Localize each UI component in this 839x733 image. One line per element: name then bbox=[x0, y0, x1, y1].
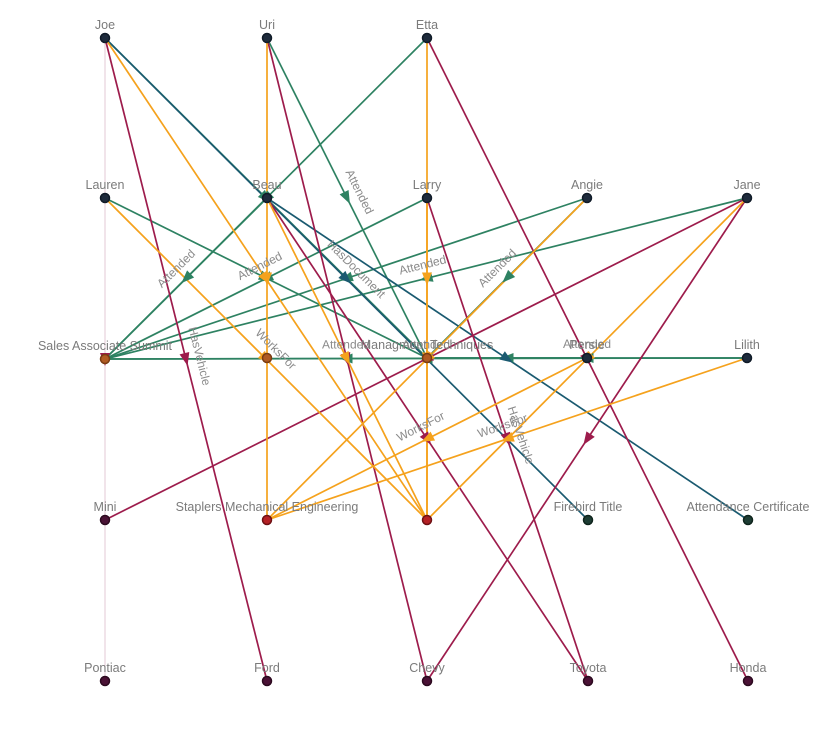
node-label-etta: Etta bbox=[416, 18, 438, 32]
edge-arrow-angie-mt bbox=[502, 269, 516, 283]
edge-arrow-beau-company_x bbox=[339, 350, 350, 365]
node-label-lauren: Lauren bbox=[86, 178, 125, 192]
edge-arrow-beau-att_cert bbox=[499, 351, 513, 363]
node-label-att_cert: Attendance Certificate bbox=[687, 500, 810, 514]
node-label-staplers: Staplers Mechanical Engineering bbox=[176, 500, 359, 514]
node-meeting_x[interactable] bbox=[261, 352, 273, 364]
node-staplers[interactable] bbox=[261, 514, 273, 526]
node-label-chevy: Chevy bbox=[409, 661, 445, 675]
node-etta[interactable] bbox=[421, 32, 433, 44]
node-label-ford: Ford bbox=[254, 661, 280, 675]
edge-arrow-uri-mt bbox=[339, 189, 350, 204]
node-lauren[interactable] bbox=[99, 192, 111, 204]
node-chevy[interactable] bbox=[421, 675, 433, 687]
node-angie[interactable] bbox=[581, 192, 593, 204]
node-uri[interactable] bbox=[261, 32, 273, 44]
node-ford[interactable] bbox=[261, 675, 273, 687]
node-label-mini: Mini bbox=[94, 500, 117, 514]
node-persie[interactable] bbox=[581, 352, 593, 364]
node-label-angie: Angie bbox=[571, 178, 603, 192]
edge-label-joe-ford: HasVehicle bbox=[185, 325, 213, 387]
node-toyota[interactable] bbox=[582, 675, 594, 687]
edge-arrow-joe-company_x bbox=[258, 270, 270, 285]
node-joe[interactable] bbox=[99, 32, 111, 44]
edge-arrow-lilith-staplers bbox=[500, 432, 515, 442]
edge-arrow-joe-firebird bbox=[338, 270, 352, 284]
node-larry[interactable] bbox=[421, 192, 433, 204]
edge-label-angie-mt: Attended bbox=[475, 246, 519, 290]
node-label-sas: Sales Associate Summit bbox=[38, 339, 173, 353]
node-label-larry: Larry bbox=[413, 178, 442, 192]
node-lilith[interactable] bbox=[741, 352, 753, 364]
node-label-pontiac: Pontiac bbox=[84, 661, 126, 675]
edge-label-lauren-company_x: WorksFor bbox=[253, 326, 300, 373]
node-company_x[interactable] bbox=[421, 514, 433, 526]
node-sas[interactable] bbox=[99, 353, 111, 365]
node-label-uri: Uri bbox=[259, 18, 275, 32]
node-label-beau: Beau bbox=[252, 178, 281, 192]
node-label-jane: Jane bbox=[733, 178, 760, 192]
edge-label-lilith-sas: Attended bbox=[402, 337, 450, 351]
edge-label-lilith-mt: Attended bbox=[563, 337, 611, 351]
node-label-mt: Managment Techniques bbox=[361, 338, 494, 352]
edge-label-persie-sas: Attended bbox=[322, 337, 370, 351]
edge-arrow-persie-staplers bbox=[421, 431, 436, 442]
edge-label-joe-firebird: HasDocument bbox=[325, 237, 389, 301]
node-firebird[interactable] bbox=[582, 514, 594, 526]
edge-arrow-jane-chevy bbox=[583, 431, 595, 445]
node-mt[interactable] bbox=[421, 352, 433, 364]
node-label-persie: Persie bbox=[569, 338, 604, 352]
edge-arrow-etta-company_x bbox=[422, 272, 432, 286]
node-labels-layer: Joe Uri Etta Lauren Beau Larry Angie Jane Sales … bbox=[38, 18, 810, 675]
node-jane[interactable] bbox=[741, 192, 753, 204]
node-label-lilith: Lilith bbox=[734, 338, 760, 352]
node-att_cert[interactable] bbox=[742, 514, 754, 526]
node-label-firebird: Firebird Title bbox=[554, 500, 623, 514]
node-pontiac[interactable] bbox=[99, 675, 111, 687]
edge-label-persie-staplers: WorksFor bbox=[394, 409, 447, 445]
node-beau[interactable] bbox=[261, 192, 273, 204]
edge-arrow-beau-sas bbox=[181, 270, 195, 284]
nodes-layer bbox=[99, 32, 754, 687]
edge-arrow-joe-ford bbox=[179, 351, 190, 366]
node-mini[interactable] bbox=[99, 514, 111, 526]
node-label-honda: Honda bbox=[730, 661, 767, 675]
node-label-toyota: Toyota bbox=[570, 661, 607, 675]
node-label-joe: Joe bbox=[95, 18, 115, 32]
node-honda[interactable] bbox=[742, 675, 754, 687]
